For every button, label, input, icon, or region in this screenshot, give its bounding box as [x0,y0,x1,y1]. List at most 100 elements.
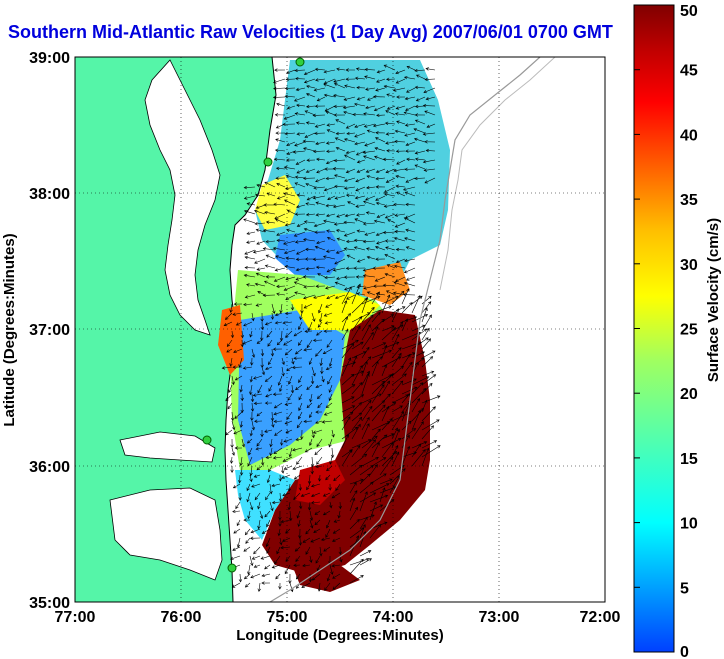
velocity-arrow [273,202,286,207]
velocity-arrow [270,312,275,320]
velocity-arrow [421,356,434,368]
velocity-arrow [293,492,301,500]
velocity-arrow [366,174,376,179]
velocity-arrow [312,429,323,434]
velocity-arrow [375,257,386,261]
velocity-arrow [341,449,353,458]
velocity-arrow [324,582,331,591]
velocity-arrow [247,564,251,576]
velocity-arrow [309,510,314,521]
velocity-arrow [369,494,389,503]
velocity-arrow [346,294,356,300]
velocity-arrow [315,555,321,564]
velocity-arrow [375,168,386,174]
velocity-arrow [361,393,382,404]
velocity-arrow [376,69,386,74]
velocity-arrow [274,113,286,117]
velocity-arrow [286,209,296,215]
velocity-arrow [243,209,256,215]
velocity-arrow [293,330,303,337]
velocity-arrow [405,246,416,251]
velocity-arrow [381,405,390,422]
velocity-arrow [275,573,281,580]
velocity-arrow [341,405,356,413]
velocity-arrow [282,537,291,542]
velocity-arrow [223,321,233,327]
station-marker [263,157,273,167]
velocity-arrow [402,186,416,191]
velocity-arrow [299,312,303,321]
velocity-arrow [411,328,428,341]
velocity-arrow [324,105,336,112]
velocity-arrow [231,420,236,431]
velocity-arrow [395,105,406,110]
velocity-arrow [237,474,242,484]
velocity-arrow [381,380,390,395]
velocity-arrow [426,123,436,128]
velocity-arrow [326,339,333,348]
velocity-arrow [269,501,274,512]
velocity-arrow [351,370,364,377]
velocity-arrow [333,93,346,98]
velocity-arrow [381,294,391,314]
velocity-arrow [298,393,303,401]
velocity-arrow [249,429,253,437]
velocity-arrow [294,182,306,188]
velocity-arrow [351,315,363,332]
chesapeake-bay [144,59,221,336]
velocity-arrow [341,416,351,431]
velocity-arrow [286,158,296,162]
velocity-arrow [313,87,326,92]
velocity-arrow [279,303,283,314]
velocity-arrow [376,113,386,118]
velocity-arrow [295,121,306,125]
velocity-arrow [226,339,233,348]
velocity-arrow [250,573,261,579]
velocity-arrow [254,282,266,287]
velocity-arrow [298,402,303,412]
velocity-arrow [296,222,306,227]
velocity-arrow [291,357,295,365]
velocity-arrow [246,483,251,492]
velocity-arrow [274,312,283,317]
velocity-arrow [415,74,426,80]
velocity-arrow [351,382,363,395]
velocity-arrow [284,564,291,575]
velocity-arrow [256,465,263,471]
velocity-arrow [401,378,417,386]
velocity-arrow [313,528,321,533]
velocity-arrow [328,384,333,393]
velocity-arrow [334,137,346,143]
velocity-arrow [386,93,396,98]
velocity-arrow [341,384,356,395]
velocity-arrow [376,78,386,83]
velocity-arrow [313,186,326,190]
velocity-arrow [362,274,376,278]
velocity-arrow [273,157,286,162]
velocity-arrow [374,147,386,152]
velocity-arrow [294,212,306,216]
velocity-arrow [322,255,336,260]
velocity-arrow [307,321,313,332]
y-tick-label: 38:00 [29,186,70,203]
colorbar-tick-label: 20 [680,386,698,403]
y-tick-label: 39:00 [29,50,70,67]
colorbar-scale [633,4,675,653]
velocity-arrow [244,255,256,260]
velocity-arrow [372,123,386,128]
velocity-arrow [351,423,361,440]
grid-lines [75,57,605,602]
velocity-arrow [316,330,323,336]
velocity-arrow [381,441,394,458]
velocity-arrow [282,492,291,497]
velocity-arrow [343,186,356,190]
velocity-arrow [343,275,356,279]
velocity-arrow [403,111,416,116]
velocity-arrow [225,429,233,436]
velocity-arrow [283,199,296,206]
velocity-arrow [356,213,366,217]
velocity-arrow [374,245,386,251]
velocity-arrow [356,96,366,101]
velocity-arrow [225,393,233,402]
velocity-arrow [321,420,333,424]
